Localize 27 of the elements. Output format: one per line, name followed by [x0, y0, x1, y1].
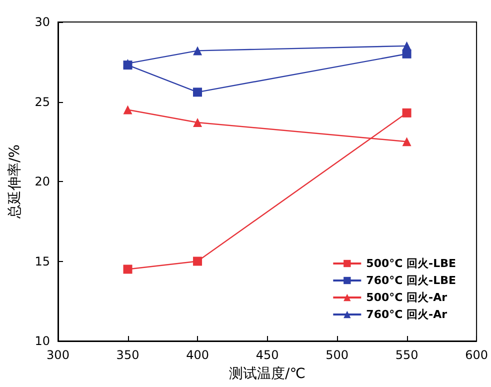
point	[402, 41, 412, 50]
y-tick-label: 10	[34, 334, 50, 348]
point	[193, 88, 202, 97]
x-tick-label: 350	[116, 348, 140, 362]
x-tick-label: 500	[326, 348, 348, 362]
y-axis-title: 总延伸率/%	[7, 144, 23, 220]
legend-label: 760°C 回火-LBE	[366, 274, 456, 287]
y-tick-label: 15	[34, 254, 50, 268]
y-tick-label: 20	[34, 174, 50, 188]
y-tick-label: 30	[34, 15, 50, 29]
x-tick-label: 450	[256, 348, 279, 362]
x-tick-label: 550	[395, 348, 418, 362]
x-tick-label: 300	[46, 348, 70, 362]
x-axis-title: 测试温度/℃	[229, 366, 306, 382]
point	[193, 118, 202, 127]
point	[402, 108, 412, 118]
y-tick-label: 25	[34, 94, 50, 109]
legend-label: 500°C 回火-LBE	[366, 257, 456, 270]
x-tick-label: 400	[186, 348, 209, 362]
point	[402, 137, 412, 146]
point	[193, 46, 202, 56]
point	[193, 256, 202, 266]
point	[123, 105, 132, 114]
point	[123, 264, 132, 274]
legend-label: 760°C 回火-Ar	[366, 308, 448, 321]
legend-label: 500°C 回火-Ar	[366, 291, 448, 304]
x-tick-label: 600	[465, 348, 488, 362]
